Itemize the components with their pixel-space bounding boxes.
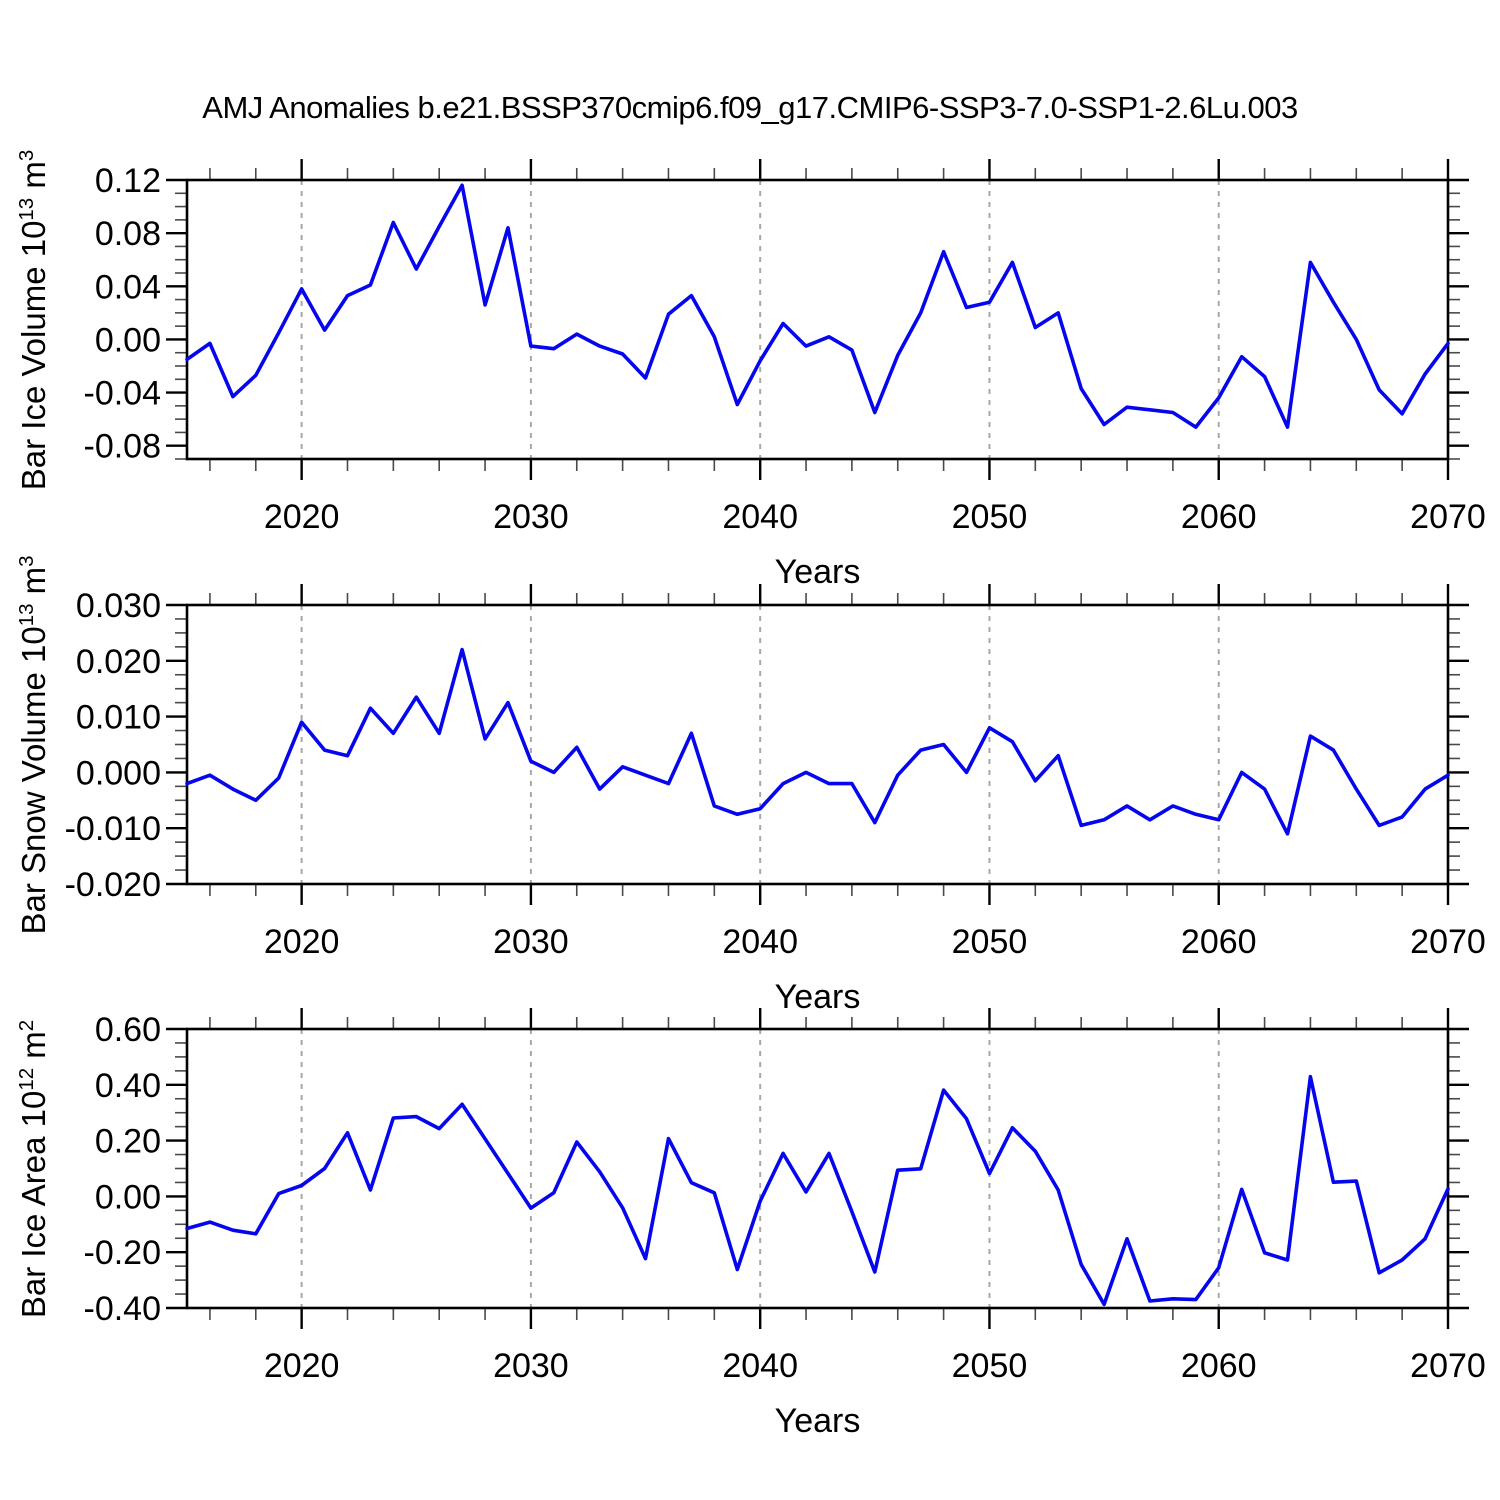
panel-3-x-tick-label: 2020 [264,1347,340,1385]
panel-3-series-line [185,1074,1450,1307]
panel-2-x-tick-label: 2060 [1181,923,1257,961]
panel-2-x-axis-title: Years [775,978,861,1016]
panel-2-x-tick-label: 2050 [952,923,1028,961]
panel-1-y-tick-label: 0.12 [95,162,161,200]
panel-2-x-tick-label: 2020 [264,923,340,961]
panel-1-x-tick-label: 2030 [493,498,569,536]
panel-3-x-tick-label: 2060 [1181,1347,1257,1385]
panel-3-y-tick-label: 0.00 [95,1178,161,1216]
panel-1-y-tick-label: 0.04 [95,268,161,306]
panel-1-x-tick-label: 2070 [1410,498,1486,536]
panel-3-y-tick-label: 0.20 [95,1123,161,1161]
panel-2-y-tick-label: -0.020 [65,866,161,904]
panel-3-y-tick-label: -0.40 [84,1290,162,1328]
panel-1-x-axis-title: Years [775,553,861,591]
panel-1-y-tick-label: 0.08 [95,215,161,253]
panel-1-y-tick-label: -0.04 [84,375,162,413]
panel-2-x-tick-label: 2070 [1410,923,1486,961]
panel-1-frame [185,178,1450,461]
panel-2-y-tick-label: 0.010 [76,699,161,737]
panel-3-x-tick-label: 2030 [493,1347,569,1385]
panel-3-x-tick-label: 2040 [722,1347,798,1385]
panel-2-x-tick-label: 2040 [722,923,798,961]
panel-2-series-line [185,647,1450,836]
panel-1-x-tick-label: 2050 [952,498,1028,536]
panel-1-x-tick-label: 2040 [722,498,798,536]
panel-2-x-tick-label: 2030 [493,923,569,961]
panel-3-y-tick-label: 0.60 [95,1011,161,1049]
panel-1-x-tick-label: 2020 [264,498,340,536]
panel-2-frame [185,603,1450,886]
panel-1-series-line [185,183,1450,429]
panel-2-y-tick-label: 0.000 [76,754,161,792]
panel-1-x-tick-label: 2060 [1181,498,1257,536]
panel-3-x-tick-label: 2070 [1410,1347,1486,1385]
panel-3-y-tick-label: -0.20 [84,1234,162,1272]
panel-1-y-tick-label: 0.00 [95,321,161,359]
panel-3-x-tick-label: 2050 [952,1347,1028,1385]
panel-2-y-tick-label: 0.030 [76,587,161,625]
panel-2-y-tick-label: 0.020 [76,643,161,681]
panel-3-x-axis-title: Years [775,1402,861,1440]
panel-3-frame [185,1027,1450,1310]
panel-1-y-tick-label: -0.08 [84,428,162,466]
chart-title: AMJ Anomalies b.e21.BSSP370cmip6.f09_g17… [202,90,1298,125]
panel-2-y-tick-label: -0.010 [65,810,161,848]
panel-3-y-tick-label: 0.40 [95,1067,161,1105]
